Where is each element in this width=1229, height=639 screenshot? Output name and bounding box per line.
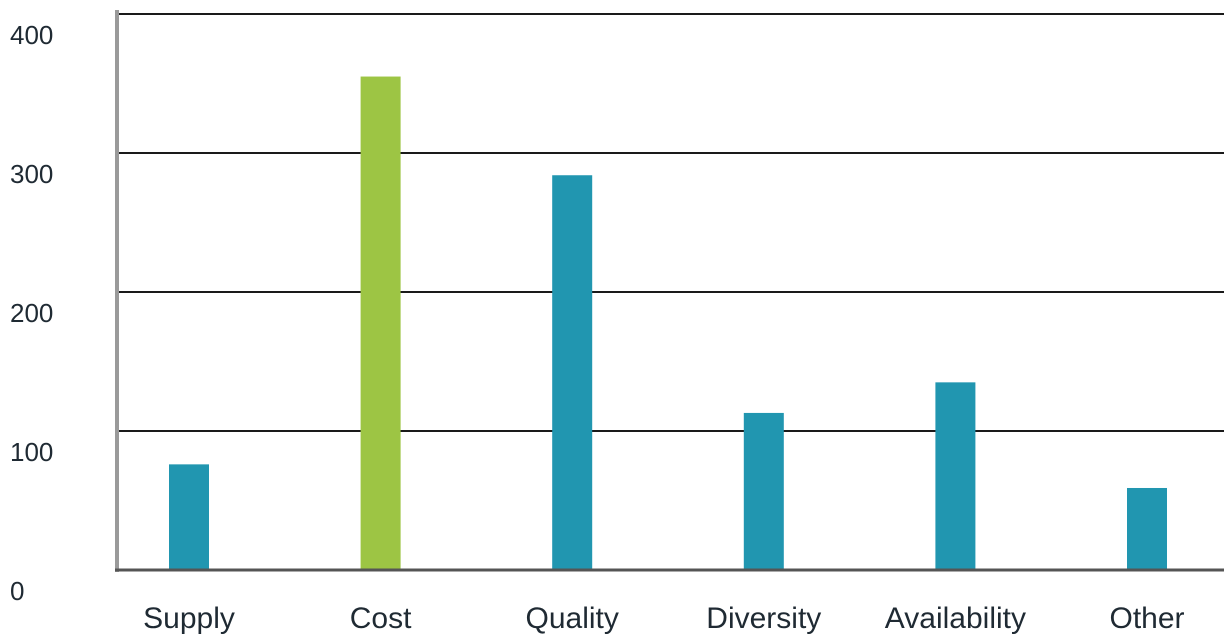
x-category-label: Diversity — [706, 602, 821, 635]
x-axis-category-labels: Supply Cost Quality Diversity Availability Ot… — [143, 602, 1184, 635]
bar — [1127, 487, 1167, 570]
x-category-label: Supply — [143, 602, 235, 635]
x-category-label: Cost — [350, 602, 412, 635]
axes — [115, 10, 1224, 572]
y-tick-label: 200 — [10, 298, 53, 328]
bar — [169, 464, 209, 570]
bars — [169, 76, 1167, 571]
y-tick-label: 300 — [10, 159, 53, 189]
bar — [552, 175, 593, 571]
y-tick-label: 400 — [10, 20, 53, 50]
x-category-label: Other — [1109, 602, 1184, 635]
gridlines — [117, 13, 1224, 432]
bar — [935, 382, 976, 570]
y-tick-label: 100 — [10, 437, 53, 467]
x-category-label: Availability — [885, 602, 1026, 635]
x-category-label: Quality — [526, 602, 619, 635]
bar — [743, 412, 784, 570]
bar — [360, 76, 401, 571]
y-axis-tick-labels: 0 100 200 300 400 — [10, 20, 53, 606]
y-tick-label: 0 — [10, 576, 24, 606]
